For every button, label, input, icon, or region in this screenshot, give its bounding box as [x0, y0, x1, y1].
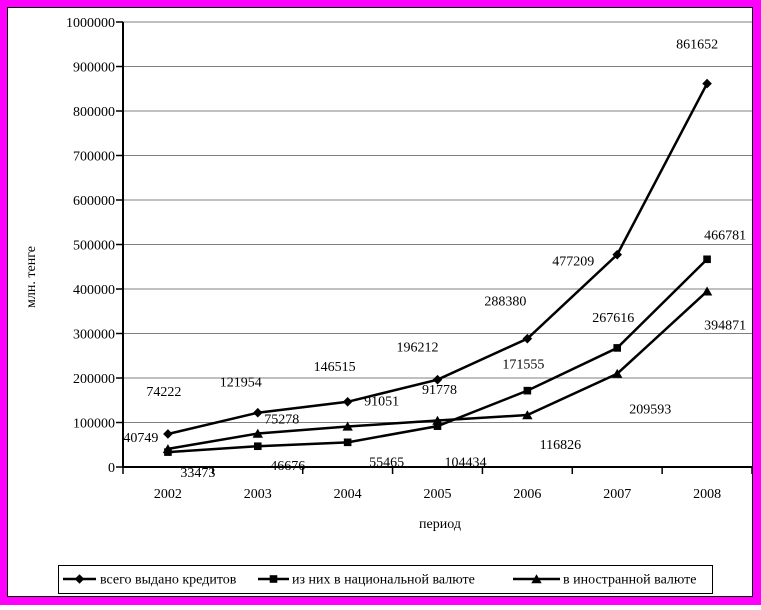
data-point-square [523, 386, 532, 395]
data-point-square [613, 344, 622, 352]
y-tick-label: 600000 [73, 194, 115, 209]
data-point-diamond [702, 78, 712, 89]
axes: 0 100000 200000 300000 400000 500000 600000 700… [66, 16, 753, 502]
data-point-square [269, 575, 278, 583]
y-tick-label: 700000 [73, 150, 115, 165]
data-label: 146515 [314, 360, 356, 375]
y-tick-label: 100000 [73, 417, 115, 432]
data-point-diamond [342, 397, 353, 407]
legend-label: всего выдано кредитов [100, 573, 237, 588]
y-tick-label: 400000 [73, 283, 115, 298]
data-label: 55465 [369, 455, 404, 470]
data-label: 394871 [704, 318, 746, 333]
data-label: 40749 [123, 431, 158, 446]
x-tick-label: 2004 [334, 487, 362, 502]
data-label: 209593 [629, 403, 671, 418]
chart-canvas [7, 7, 753, 597]
y-tick-label: 800000 [73, 105, 115, 120]
data-point-triangle [531, 574, 542, 584]
data-point-diamond [252, 407, 263, 418]
data-label: 121954 [220, 376, 262, 391]
data-label: 116826 [540, 438, 581, 453]
y-tick-label: 1000000 [66, 16, 115, 31]
x-tick-label: 2005 [424, 487, 452, 502]
data-point-triangle [701, 286, 713, 296]
data-point-triangle [342, 421, 353, 431]
y-tick-label: 500000 [73, 239, 115, 254]
data-point-diamond [74, 574, 85, 584]
x-tick-label: 2008 [693, 487, 721, 502]
data-point-diamond [522, 333, 533, 344]
data-point-triangle [522, 410, 533, 420]
data-label: 861652 [676, 38, 718, 53]
x-tick-label: 2002 [154, 487, 182, 502]
data-label: 196212 [397, 341, 439, 356]
y-tick-label: 900000 [73, 61, 115, 76]
data-label: 75278 [264, 413, 299, 428]
data-label: 91051 [364, 394, 399, 409]
data-point-square [703, 255, 711, 264]
data-point-square [343, 438, 352, 447]
data-label: 91778 [422, 383, 457, 398]
legend-entry: всего выдано кредитов [63, 573, 237, 588]
data-label: 267616 [592, 311, 634, 326]
legend-label: из них в национальной валюте [292, 573, 475, 588]
data-label: 74222 [146, 385, 181, 400]
x-tick-label: 2006 [513, 487, 541, 502]
data-point-diamond [612, 249, 623, 260]
data-point-triangle [162, 444, 174, 454]
y-tick-label: 200000 [73, 372, 115, 387]
legend-entry: из них в национальной валюте [258, 573, 475, 588]
y-axis-title: млн. тенге [24, 246, 39, 308]
data-labels: 74222 121954 146515 196212 288380 477209 86165… [123, 38, 746, 482]
x-axis-title: период [419, 517, 461, 532]
y-tick-label: 300000 [73, 328, 115, 343]
y-tick-label: 0 [108, 461, 115, 476]
data-point-triangle [612, 368, 623, 378]
data-point-triangle [252, 428, 263, 438]
series-group [162, 78, 713, 456]
data-point-diamond [163, 429, 173, 439]
data-label: 104434 [445, 456, 487, 471]
legend: всего выдано кредитов из них в национальн… [58, 565, 713, 594]
data-label: 466781 [704, 228, 746, 243]
legend-label: в иностранной валюте [563, 573, 697, 588]
data-point-square [433, 422, 442, 430]
data-point-diamond [432, 374, 443, 385]
data-label: 33473 [180, 466, 215, 481]
data-label: 46676 [270, 459, 305, 474]
data-point-square [253, 442, 262, 451]
data-label: 288380 [484, 295, 526, 310]
data-point-triangle [432, 415, 443, 425]
legend-box [58, 565, 713, 594]
x-tick-label: 2007 [603, 487, 631, 502]
x-tick-label: 2003 [244, 487, 272, 502]
legend-entry: в иностранной валюте [513, 573, 697, 588]
data-label: 171555 [502, 358, 544, 373]
data-label: 477209 [552, 255, 594, 270]
